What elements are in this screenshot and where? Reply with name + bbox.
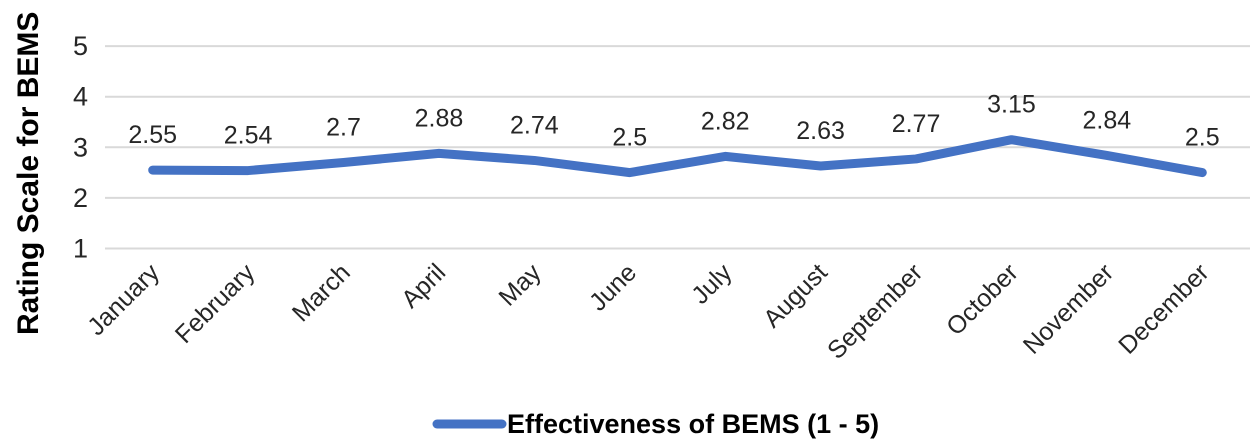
y-tick-label: 4 — [73, 82, 88, 112]
data-point-label: 2.88 — [415, 104, 464, 132]
data-point-label: 3.15 — [987, 91, 1036, 119]
data-point-label: 2.63 — [796, 117, 845, 145]
data-point-label: 2.74 — [510, 111, 559, 139]
y-axis-tick-labels: 5 4 3 2 1 — [73, 31, 88, 263]
x-axis-label: August — [758, 258, 833, 333]
data-point-label: 2.82 — [701, 107, 750, 135]
y-tick-label: 3 — [73, 132, 88, 162]
data-point-label: 2.77 — [892, 110, 941, 138]
x-axis-label: March — [287, 258, 356, 327]
legend: Effectiveness of BEMS (1 - 5) — [432, 409, 879, 439]
x-axis-label: July — [686, 258, 738, 310]
x-axis-labels: January February March April May June July Augu… — [82, 258, 1214, 365]
x-axis-label: February — [170, 258, 261, 349]
y-tick-label: 5 — [73, 31, 88, 61]
y-tick-label: 1 — [73, 234, 88, 264]
legend-label: Effectiveness of BEMS (1 - 5) — [507, 409, 879, 439]
data-point-label: 2.84 — [1083, 106, 1132, 134]
x-axis-label: June — [584, 258, 642, 316]
y-tick-label: 2 — [73, 183, 88, 213]
gridlines-group — [105, 45, 1250, 250]
x-axis-label: January — [82, 258, 165, 341]
x-axis-label: November — [1018, 258, 1119, 359]
x-axis-label: September — [822, 258, 928, 364]
data-point-label: 2.7 — [326, 113, 361, 141]
data-point-labels: 2.55 2.54 2.7 2.88 2.74 2.5 2.82 2.63 2.77 3.15 2.… — [128, 91, 1219, 152]
data-point-label: 2.5 — [612, 124, 647, 152]
data-point-label: 2.55 — [128, 121, 177, 149]
x-axis-label: May — [493, 258, 547, 312]
data-point-label: 2.5 — [1185, 124, 1220, 152]
x-axis-label: December — [1113, 258, 1214, 359]
y-axis-title: Rating Scale for BEMS — [12, 12, 45, 335]
x-axis-label: October — [941, 258, 1024, 341]
data-point-label: 2.54 — [224, 122, 273, 150]
series-line — [148, 135, 1207, 178]
x-axis-label: April — [396, 258, 451, 313]
